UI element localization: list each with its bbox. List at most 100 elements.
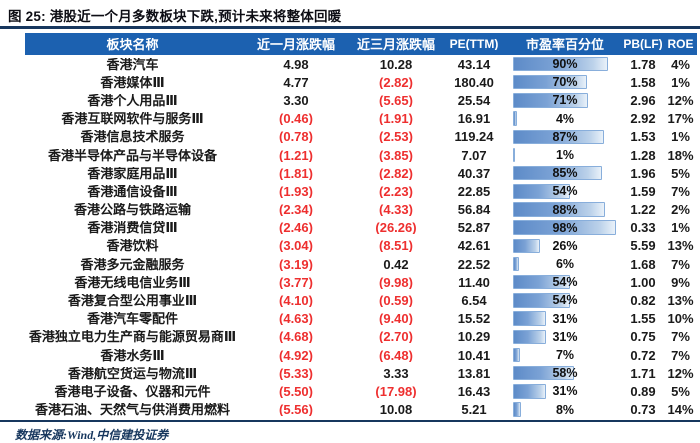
pe-percentile-label: 87% <box>552 129 578 144</box>
roe-cell: 17% <box>667 112 694 126</box>
change-3m-cell: (8.51) <box>379 239 413 253</box>
change-1m-cell: (5.56) <box>279 403 313 417</box>
change-3m-cell: (1.91) <box>379 112 413 126</box>
roe-cell: 5% <box>671 384 690 398</box>
sector-name-cell: 香港复合型公用事业Ⅲ <box>67 294 198 308</box>
sector-name-cell: 香港汽车零配件 <box>86 312 178 326</box>
pe-percentile-label: 26% <box>552 238 578 253</box>
col-header-pe-ttm: PE(TTM) <box>449 38 499 50</box>
change-3m-cell: 3.33 <box>383 366 409 380</box>
pe-percentile-label: 31% <box>552 311 578 326</box>
sector-name-cell: 香港公路与铁路运输 <box>73 203 191 217</box>
sector-name-cell: 香港通信设备Ⅲ <box>87 184 178 198</box>
pe-percentile-label: 54% <box>552 293 578 308</box>
pe-percentile-label: 6% <box>555 257 575 272</box>
change-1m-cell: (2.34) <box>279 203 313 217</box>
pe-percentile-cell: 90% <box>508 55 622 73</box>
pe-percentile-cell: 1% <box>508 146 622 164</box>
pb-lf-cell: 1.55 <box>630 312 656 326</box>
table-row: 香港半导体产品与半导体设备 (1.21) (3.85) 7.07 1% 1.28 18% <box>25 146 697 164</box>
change-1m-cell: (5.33) <box>279 366 313 380</box>
pe-percentile-bar <box>513 402 522 417</box>
pe-percentile-label: 58% <box>552 366 578 381</box>
roe-cell: 2% <box>671 203 690 217</box>
pe-ttm-cell: 13.81 <box>457 366 491 380</box>
pe-percentile-cell: 31% <box>508 382 622 400</box>
pe-ttm-cell: 15.52 <box>457 312 491 326</box>
sector-name-cell: 香港互联网软件与服务Ⅲ <box>61 112 204 126</box>
pe-percentile-bar <box>513 93 588 108</box>
col-header-3m-change: 近三月涨跌幅 <box>356 37 435 51</box>
bottom-divider <box>0 420 700 422</box>
roe-cell: 7% <box>671 348 690 362</box>
change-3m-cell: (2.82) <box>379 75 413 89</box>
table-row: 香港饮料 (3.04) (8.51) 42.61 26% 5.59 13% <box>25 237 697 255</box>
roe-cell: 4% <box>671 57 690 71</box>
pe-percentile-cell: 85% <box>508 164 622 182</box>
roe-cell: 10% <box>667 312 694 326</box>
table-row: 香港汽车 4.98 10.28 43.14 90% 1.78 4% <box>25 55 697 73</box>
pe-percentile-bar <box>513 184 570 199</box>
table-row: 香港汽车零配件 (4.63) (9.40) 15.52 31% 1.55 10% <box>25 310 697 328</box>
pe-ttm-cell: 7.07 <box>461 148 487 162</box>
sector-name-cell: 香港饮料 <box>106 239 159 253</box>
sector-name-cell: 香港水务Ⅲ <box>100 348 165 362</box>
sector-name-cell: 香港汽车 <box>106 57 159 71</box>
sector-name-cell: 香港独立电力生产商与能源贸易商Ⅲ <box>28 330 237 344</box>
change-3m-cell: (9.40) <box>379 312 413 326</box>
pe-percentile-bar <box>513 129 605 144</box>
table-row: 香港通信设备Ⅲ (1.93) (2.23) 22.85 54% 1.59 7% <box>25 182 697 200</box>
roe-cell: 1% <box>671 221 690 235</box>
change-3m-cell: (26.26) <box>375 221 417 235</box>
pe-ttm-cell: 6.54 <box>461 294 487 308</box>
table-row: 香港多元金融服务 (3.19) 0.42 22.52 6% 1.68 7% <box>25 255 697 273</box>
pe-percentile-cell: 7% <box>508 346 622 364</box>
pe-percentile-bar <box>513 111 518 126</box>
pe-percentile-label: 90% <box>552 57 578 71</box>
pb-lf-cell: 1.00 <box>630 275 656 289</box>
sector-name-cell: 香港多元金融服务 <box>80 257 185 271</box>
pe-percentile-label: 85% <box>552 166 578 181</box>
pe-ttm-cell: 42.61 <box>457 239 491 253</box>
sector-valuation-table: 板块名称 近一月涨跌幅 近三月涨跌幅 PE(TTM) 市盈率百分位 PB(LF)… <box>25 33 697 419</box>
pe-percentile-bar <box>513 238 541 254</box>
pe-percentile-label: 4% <box>555 111 575 126</box>
change-1m-cell: (5.50) <box>279 384 313 398</box>
change-1m-cell: (1.21) <box>279 148 313 162</box>
pe-percentile-cell: 88% <box>508 201 622 219</box>
sector-name-cell: 香港家庭用品Ⅲ <box>87 166 178 180</box>
pe-percentile-bar <box>513 74 587 90</box>
pe-percentile-label: 71% <box>552 93 578 108</box>
pb-lf-cell: 2.96 <box>630 93 656 107</box>
pe-percentile-bar <box>513 365 574 381</box>
table-row: 香港航空货运与物流Ⅲ (5.33) 3.33 13.81 58% 1.71 12% <box>25 364 697 382</box>
roe-cell: 13% <box>667 294 694 308</box>
pb-lf-cell: 0.75 <box>630 330 656 344</box>
change-1m-cell: (4.10) <box>279 294 313 308</box>
pb-lf-cell: 0.82 <box>630 294 656 308</box>
pe-percentile-bar <box>513 293 570 308</box>
pe-percentile-cell: 98% <box>508 219 622 237</box>
pe-ttm-cell: 22.85 <box>457 184 491 198</box>
pb-lf-cell: 0.33 <box>630 221 656 235</box>
pe-percentile-bar <box>513 329 546 344</box>
table-row: 香港互联网软件与服务Ⅲ (0.46) (1.91) 16.91 4% 2.92 17% <box>25 110 697 128</box>
pe-percentile-label: 31% <box>552 329 578 344</box>
sector-name-cell: 香港半导体产品与半导体设备 <box>47 148 217 162</box>
pe-percentile-label: 70% <box>552 75 578 90</box>
pe-percentile-label: 54% <box>552 275 578 290</box>
change-3m-cell: (2.70) <box>379 330 413 344</box>
change-1m-cell: 4.77 <box>283 75 309 89</box>
roe-cell: 9% <box>671 275 690 289</box>
pe-ttm-cell: 11.40 <box>458 275 490 289</box>
sector-name-cell: 香港电子设备、仪器和元件 <box>54 384 211 398</box>
pb-lf-cell: 1.96 <box>630 166 656 180</box>
pe-percentile-label: 88% <box>552 202 578 217</box>
col-header-roe: ROE <box>667 38 694 50</box>
pe-ttm-cell: 40.37 <box>457 166 491 180</box>
change-1m-cell: (3.04) <box>279 239 313 253</box>
roe-cell: 1% <box>671 75 690 89</box>
change-3m-cell: (3.85) <box>379 148 413 162</box>
roe-cell: 5% <box>671 166 690 180</box>
